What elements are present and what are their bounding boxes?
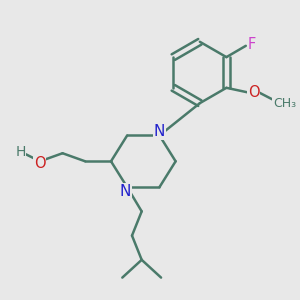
Text: O: O [248, 85, 260, 100]
Text: CH₃: CH₃ [273, 98, 296, 110]
Text: H: H [15, 145, 26, 159]
Text: F: F [248, 37, 256, 52]
Text: O: O [34, 156, 46, 171]
Text: N: N [154, 124, 165, 139]
Text: N: N [120, 184, 131, 199]
